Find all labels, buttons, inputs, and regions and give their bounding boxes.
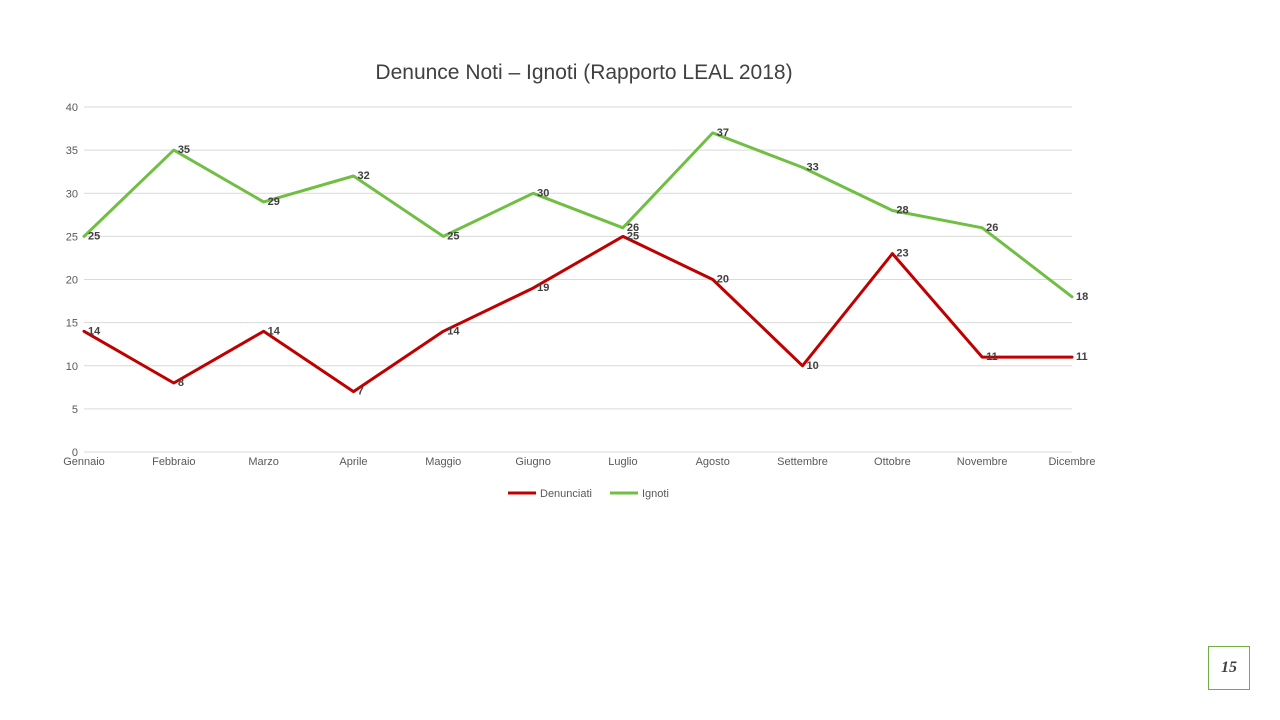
data-label-denunciati: 23 bbox=[896, 248, 908, 260]
data-label-denunciati: 11 bbox=[1076, 351, 1088, 363]
y-axis-ticks: 0 5 10 15 20 25 30 35 40 bbox=[66, 102, 78, 459]
data-label-ignoti: 25 bbox=[88, 230, 100, 242]
y-tick-label: 10 bbox=[66, 361, 78, 373]
x-tick-label: Agosto bbox=[696, 456, 730, 468]
x-tick-label: Ottobre bbox=[874, 456, 911, 468]
y-tick-label: 15 bbox=[66, 318, 78, 330]
chart-title: Denunce Noti – Ignoti (Rapporto LEAL 201… bbox=[375, 61, 792, 84]
series-line-ignoti bbox=[82, 131, 1074, 299]
page-number: 15 bbox=[1208, 646, 1250, 690]
x-tick-label: Luglio bbox=[608, 456, 637, 468]
data-label-denunciati: 10 bbox=[807, 360, 819, 372]
x-tick-label: Gennaio bbox=[63, 456, 105, 468]
x-tick-label: Novembre bbox=[957, 456, 1008, 468]
x-tick-label: Giugno bbox=[515, 456, 550, 468]
x-tick-label: Aprile bbox=[339, 456, 367, 468]
data-label-ignoti: 32 bbox=[357, 170, 369, 182]
data-label-denunciati: 19 bbox=[537, 282, 549, 294]
series-line-denunciati bbox=[82, 234, 1074, 394]
data-label-ignoti: 18 bbox=[1076, 291, 1088, 303]
legend: Denunciati Ignoti bbox=[508, 488, 669, 500]
data-label-denunciati: 20 bbox=[717, 274, 729, 286]
y-tick-label: 30 bbox=[66, 188, 78, 200]
x-tick-label: Dicembre bbox=[1048, 456, 1095, 468]
y-tick-label: 20 bbox=[66, 275, 78, 287]
data-label-denunciati: 14 bbox=[268, 325, 281, 337]
gridlines bbox=[84, 106, 1072, 453]
data-label-ignoti: 25 bbox=[447, 230, 459, 242]
data-label-denunciati: 7 bbox=[357, 386, 363, 398]
data-label-ignoti: 26 bbox=[627, 222, 639, 234]
data-label-ignoti: 30 bbox=[537, 187, 549, 199]
x-tick-label: Settembre bbox=[777, 456, 828, 468]
data-label-denunciati: 8 bbox=[178, 377, 184, 389]
data-label-ignoti: 28 bbox=[896, 205, 908, 217]
data-label-denunciati: 25 bbox=[627, 230, 639, 242]
data-label-denunciati: 14 bbox=[88, 325, 101, 337]
data-label-ignoti: 29 bbox=[268, 196, 280, 208]
y-tick-label: 35 bbox=[66, 145, 78, 157]
data-label-ignoti: 26 bbox=[986, 222, 998, 234]
x-tick-label: Marzo bbox=[248, 456, 279, 468]
data-label-denunciati: 14 bbox=[447, 325, 460, 337]
data-label-ignoti: 33 bbox=[807, 161, 819, 173]
y-tick-label: 0 bbox=[72, 447, 78, 459]
y-tick-label: 25 bbox=[66, 231, 78, 243]
y-tick-label: 40 bbox=[66, 102, 78, 114]
data-label-ignoti: 37 bbox=[717, 127, 729, 139]
data-label-denunciati: 11 bbox=[986, 351, 998, 363]
x-tick-label: Febbraio bbox=[152, 456, 195, 468]
series-lines bbox=[82, 131, 1074, 394]
data-labels: 14 8 14 7 14 19 25 20 10 23 11 11 25 35 29 32 25 30 26 37 33… bbox=[88, 127, 1088, 398]
x-tick-label: Maggio bbox=[425, 456, 461, 468]
legend-label-ignoti: Ignoti bbox=[642, 488, 669, 500]
y-tick-label: 5 bbox=[72, 404, 78, 416]
data-label-ignoti: 35 bbox=[178, 144, 190, 156]
legend-label-denunciati: Denunciati bbox=[540, 488, 592, 500]
x-axis-ticks: Gennaio Febbraio Marzo Aprile Maggio Giugno Lu… bbox=[63, 456, 1095, 468]
